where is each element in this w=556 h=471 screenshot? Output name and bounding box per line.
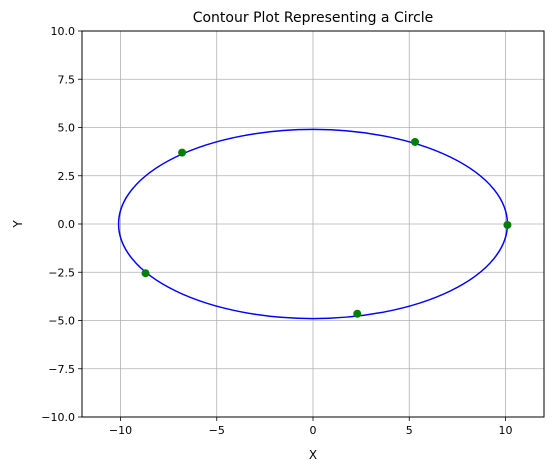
x-tick-label: 10 xyxy=(499,424,513,437)
y-tick-label: −2.5 xyxy=(48,266,75,279)
x-axis-label: X xyxy=(309,448,317,462)
x-tick-label: −5 xyxy=(209,424,225,437)
scatter-point xyxy=(503,220,512,229)
scatter-point xyxy=(141,269,150,278)
y-tick-label: −7.5 xyxy=(48,363,75,376)
y-tick-label: 2.5 xyxy=(58,170,76,183)
y-axis-label: Y xyxy=(11,220,25,229)
scatter-point xyxy=(411,137,420,146)
y-tick-label: 5.0 xyxy=(58,122,76,135)
y-tick-label: −5.0 xyxy=(48,315,75,328)
y-tick-label: 0.0 xyxy=(58,218,76,231)
y-tick-label: 7.5 xyxy=(58,73,76,86)
tick-marks xyxy=(78,30,506,421)
scatter-point xyxy=(353,309,362,318)
x-tick-label: −10 xyxy=(109,424,132,437)
chart-title: Contour Plot Representing a Circle xyxy=(193,10,434,26)
x-tick-label: 0 xyxy=(310,424,317,437)
tick-labels: −10 −5 0 5 10 −10.0 −7.5 −5.0 −2.5 0.0 2.5 5.0 7.5 10… xyxy=(41,25,512,437)
y-tick-label: 10.0 xyxy=(51,25,76,38)
scatter-point xyxy=(178,148,187,157)
y-tick-label: −10.0 xyxy=(41,411,75,424)
plot-series xyxy=(117,128,512,320)
x-tick-label: 5 xyxy=(406,424,413,437)
